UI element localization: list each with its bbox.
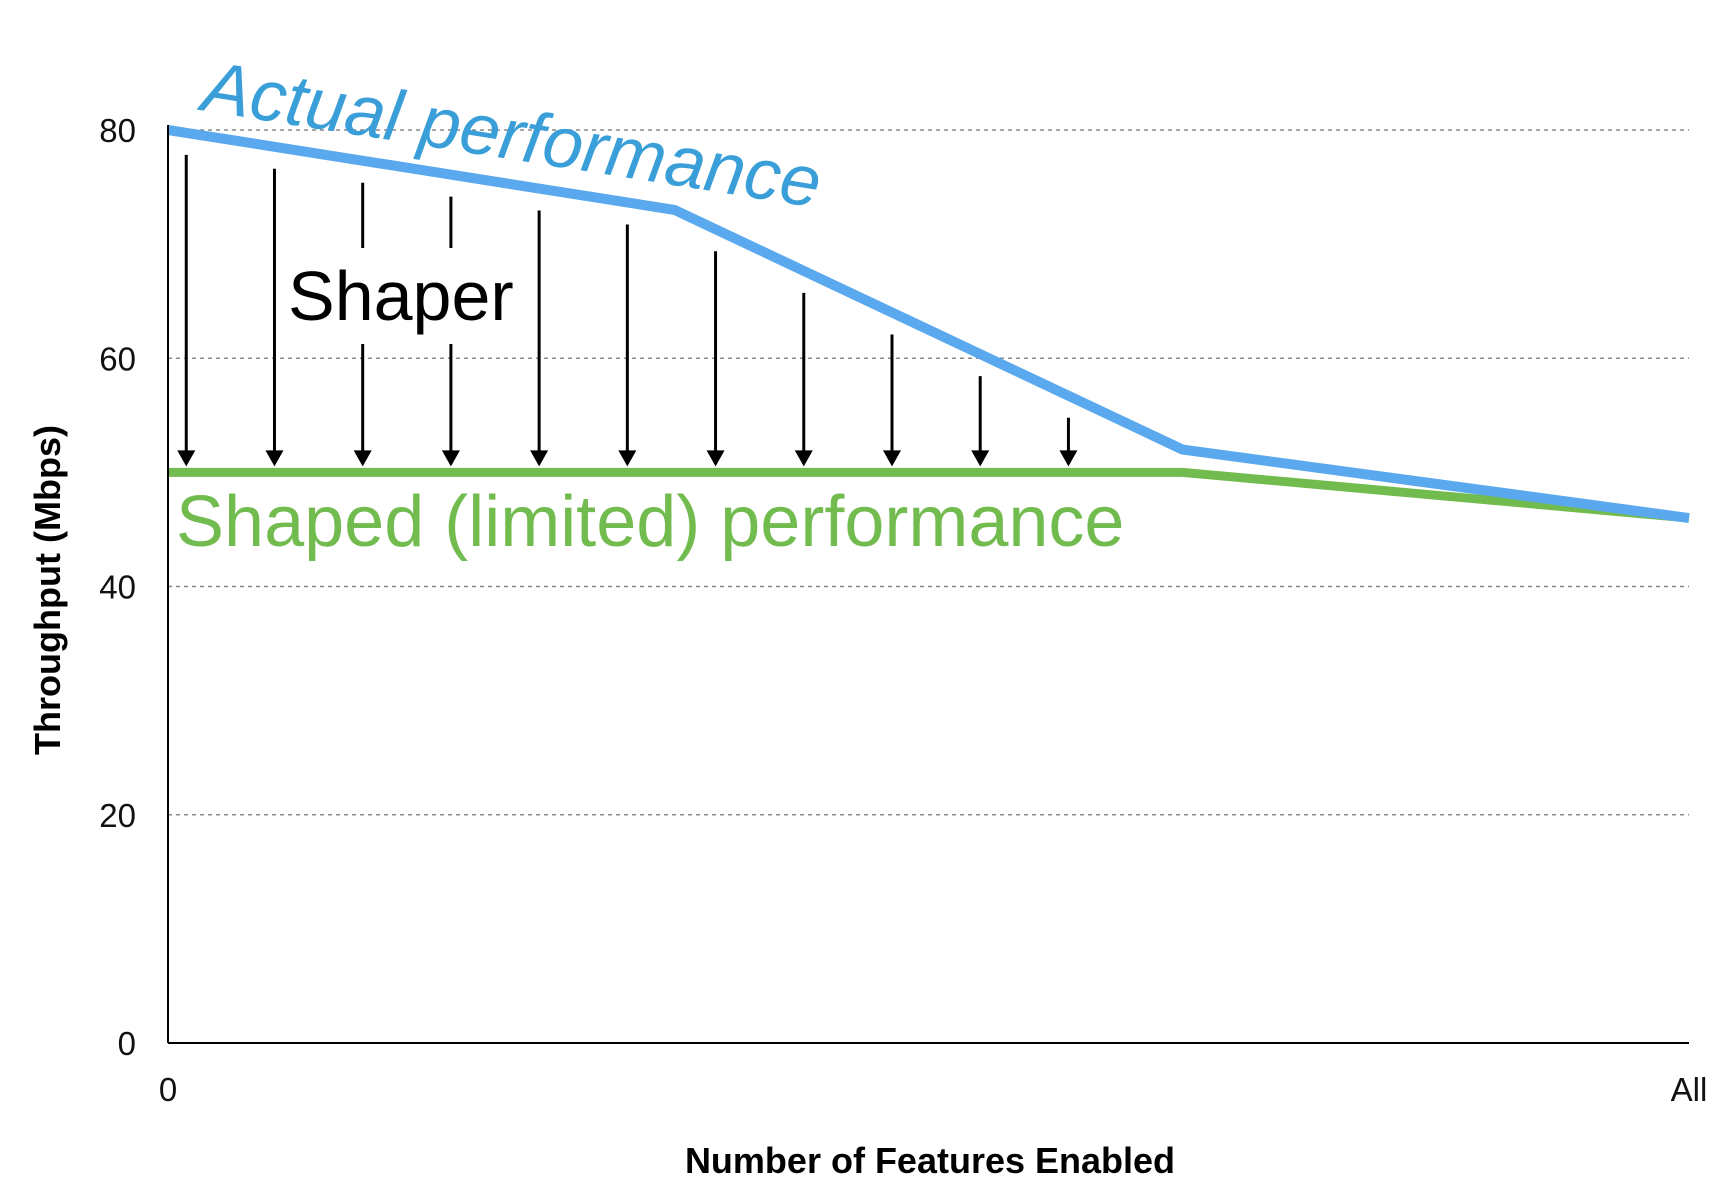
tick-labels: 0 20 40 60 80 0 All [99, 112, 1707, 1108]
shaper-arrows [177, 154, 1078, 467]
gridlines [168, 129, 1689, 816]
shaper-arrow-head-6 [706, 450, 725, 467]
x-tick-label-all: All [1671, 1071, 1708, 1108]
y-tick-label-60: 60 [99, 340, 136, 377]
shaper-arrow-head-9 [971, 450, 990, 467]
shaper-arrow-head-3 [441, 450, 460, 467]
shaper-label: Shaper [288, 257, 514, 335]
shaper-arrow-head-1 [265, 450, 284, 467]
y-tick-label-40: 40 [99, 569, 136, 606]
y-tick-label-20: 20 [99, 797, 136, 834]
axes [167, 125, 1689, 1044]
actual-performance-line [167, 125, 1690, 523]
series-lines [167, 125, 1690, 523]
shaper-arrow-head-5 [618, 450, 637, 467]
x-axis-title: Number of Features Enabled [685, 1140, 1175, 1181]
shaped-performance-label: Shaped (limited) performance [176, 482, 1124, 562]
shaper-arrow-head-4 [530, 450, 549, 467]
x-tick-label-0: 0 [159, 1071, 177, 1108]
y-tick-label-0: 0 [118, 1025, 136, 1062]
shaper-arrow-head-0 [177, 450, 196, 467]
shaper-label-backdrop [282, 248, 532, 344]
shaped-performance-line [168, 467, 1690, 523]
shaper-arrow-head-7 [794, 450, 813, 467]
y-axis-title: Throughput (Mbps) [27, 425, 68, 755]
shaper-arrow-head-2 [353, 450, 372, 467]
actual-performance-label: Actual performance [194, 46, 827, 223]
shaper-arrow-head-8 [882, 450, 901, 467]
shaper-arrow-head-10 [1059, 450, 1078, 467]
y-tick-label-80: 80 [99, 112, 136, 149]
